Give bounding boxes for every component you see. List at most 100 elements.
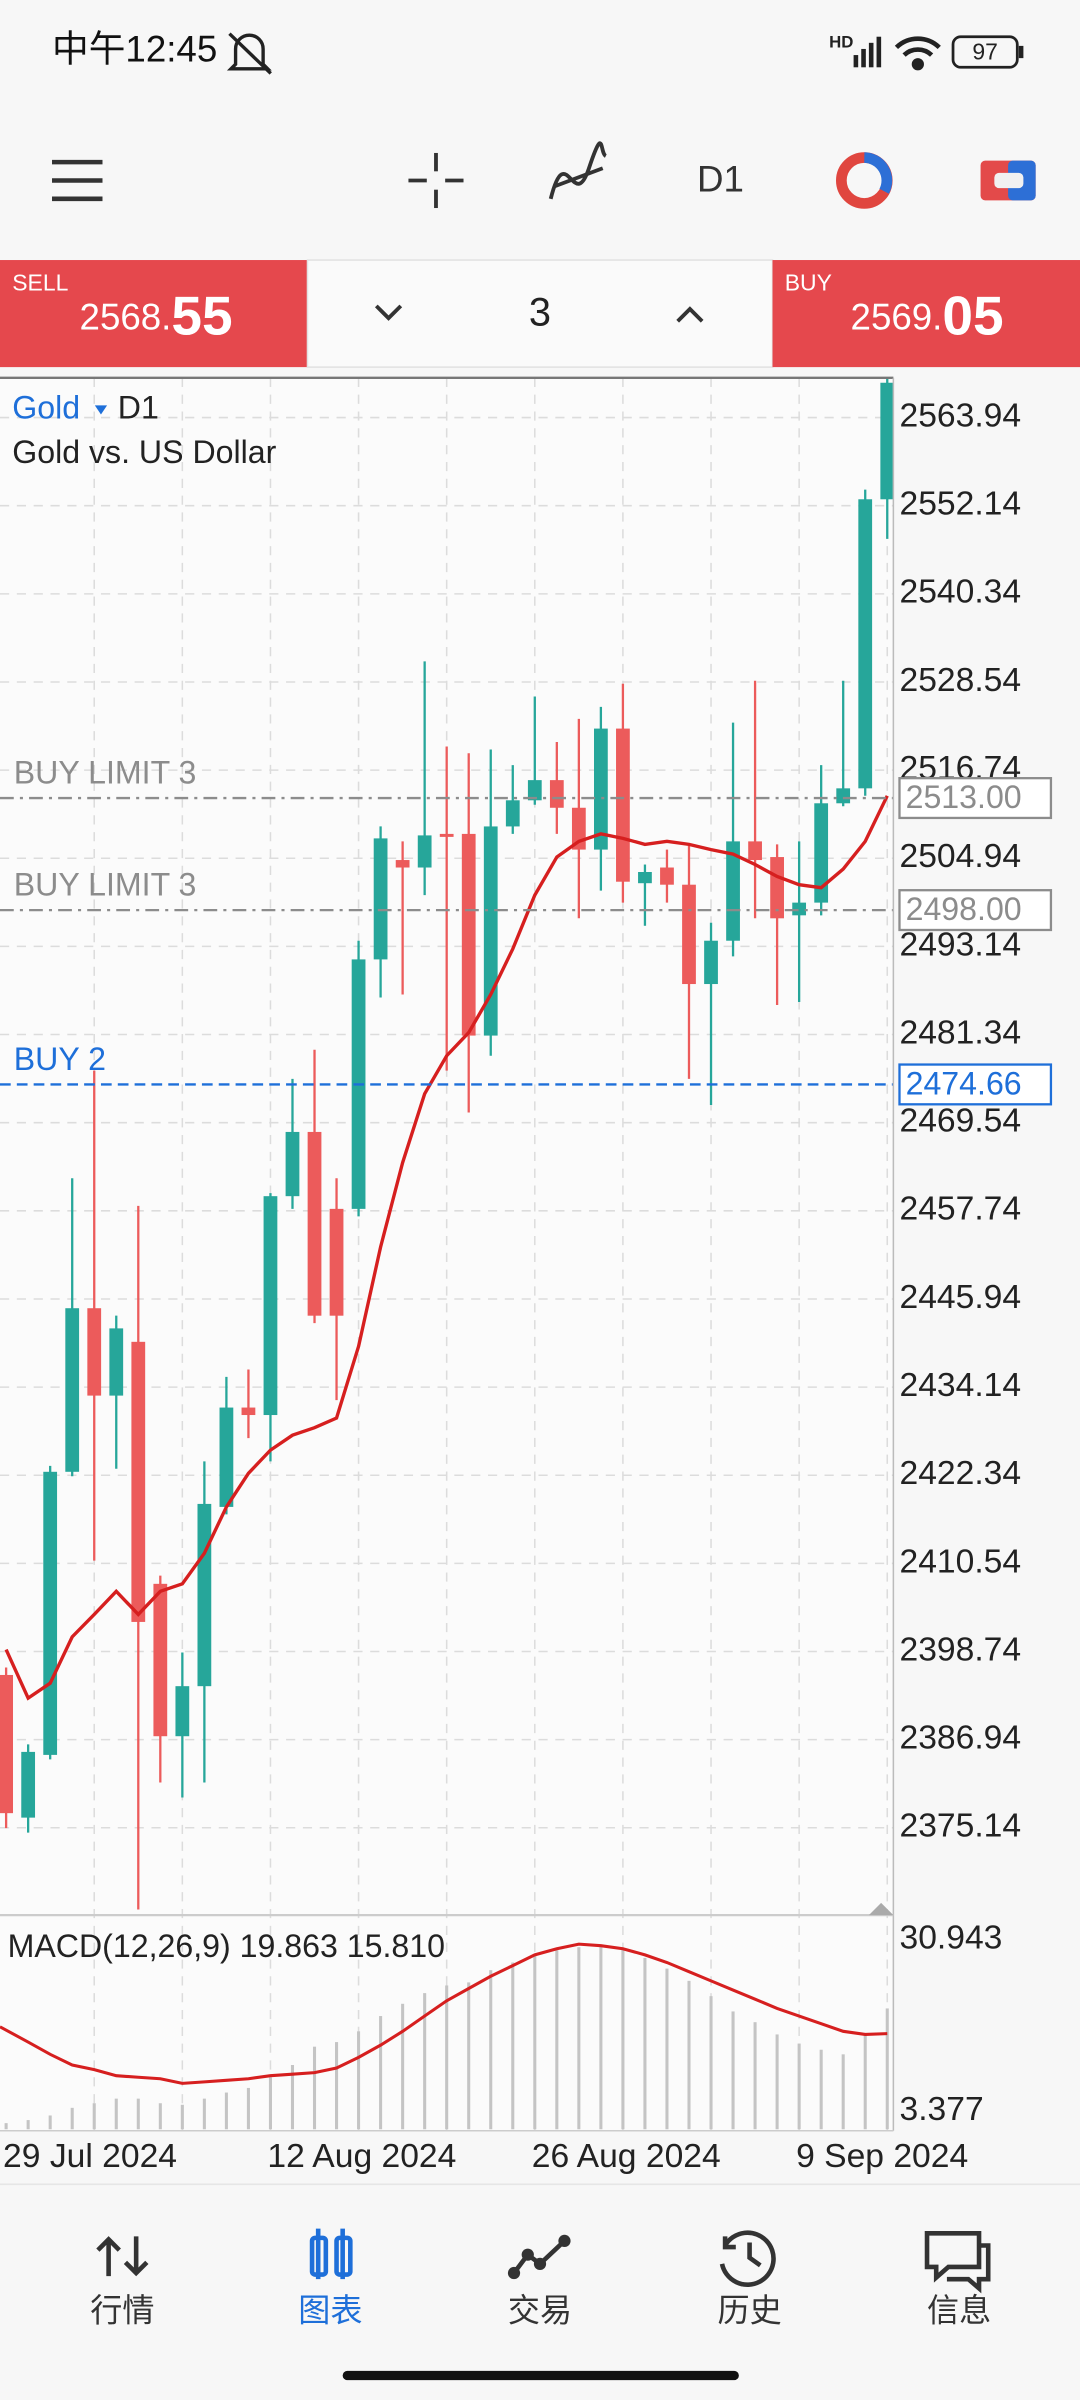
nav-item[interactable]: 交易 — [507, 2234, 572, 2328]
symbol[interactable]: Gold — [12, 389, 80, 425]
y-tick-label: 2469.54 — [899, 1103, 1021, 1140]
macd-bar — [48, 2115, 52, 2130]
nav-item[interactable]: 历史 — [717, 2230, 782, 2329]
order-price-box — [898, 1063, 1053, 1106]
symbol-dropdown[interactable] — [94, 405, 108, 415]
macd-bar — [797, 2043, 801, 2130]
order-price: 2513.00 — [906, 779, 1022, 815]
network-type: HD — [829, 32, 853, 51]
candle-body — [439, 833, 454, 837]
y-tick-label: 2445.94 — [899, 1279, 1021, 1316]
wifi-icon — [894, 36, 941, 71]
candle-body — [285, 1131, 300, 1197]
order-price: 2498.00 — [906, 891, 1022, 927]
y-tick-label: 2540.34 — [899, 574, 1021, 611]
candle-body — [241, 1407, 256, 1416]
status-time: 中午12:45 — [52, 29, 217, 70]
macd-bar — [4, 2123, 8, 2130]
macd-bar — [114, 2098, 118, 2130]
color-scheme-button[interactable] — [836, 152, 893, 209]
macd-bar — [335, 2042, 339, 2130]
candle-body — [373, 838, 388, 960]
nav-icon — [719, 2230, 776, 2287]
macd-bar — [643, 1957, 647, 2130]
buy-button[interactable] — [772, 260, 1080, 368]
candle-body — [660, 867, 674, 885]
nav-icon-dot — [533, 2257, 547, 2270]
candle-body — [505, 800, 520, 827]
y-tick-label: 2410.54 — [899, 1543, 1021, 1580]
buy-label: BUY — [785, 270, 832, 296]
candle-body — [153, 1583, 168, 1737]
indicator-button[interactable] — [548, 141, 608, 200]
order-price-box — [898, 777, 1053, 820]
candle-body — [638, 871, 652, 884]
crosshair-button[interactable] — [408, 152, 464, 209]
wifi-dot — [911, 58, 924, 71]
bottom-nav: 行情 图表 交易 历史 信息 — [90, 2228, 991, 2329]
nav-item[interactable]: 行情 — [90, 2236, 154, 2328]
labels: 2563.942552.142540.342528.542516.742504.… — [3, 397, 1053, 2175]
macd-bar — [202, 2098, 206, 2130]
shift-marker — [868, 1902, 894, 1916]
slash — [228, 32, 272, 75]
candle-body — [197, 1503, 212, 1687]
nav-label: 交易 — [508, 2292, 572, 2328]
volume-down[interactable] — [374, 304, 403, 321]
volume-up[interactable] — [676, 306, 704, 323]
macd-bar — [290, 2065, 295, 2130]
macd-bar — [489, 1970, 493, 2130]
nav-label: 行情 — [90, 2292, 154, 2328]
candle-body — [0, 1674, 14, 1814]
y-tick-label: 2375.14 — [899, 1808, 1021, 1845]
candle-body — [461, 833, 476, 1036]
trade-button[interactable] — [980, 160, 1036, 201]
x-tick-label: 26 Aug 2024 — [532, 2138, 721, 2175]
nav-item[interactable]: 图表 — [298, 2228, 363, 2329]
macd-bar — [731, 2011, 735, 2130]
symbol-description: Gold vs. US Dollar — [12, 434, 276, 470]
macd-title: MACD(12,26,9) 19.863 15.810 — [8, 1928, 445, 1964]
sell-price: 2568.55 — [80, 284, 233, 346]
sell-button[interactable] — [0, 260, 308, 368]
macd-bar — [599, 1945, 603, 2130]
macd-bar — [379, 2016, 383, 2130]
macd-signal-line — [0, 1942, 888, 2085]
candle-body — [109, 1328, 124, 1396]
y-tick-label: 2563.94 — [899, 397, 1021, 434]
macd-bar — [753, 2022, 757, 2130]
macd-bar — [863, 2034, 867, 2130]
candle-body — [483, 826, 498, 1036]
macd-bar — [709, 1996, 713, 2130]
signal-bar — [876, 36, 882, 68]
macd-bar — [180, 2104, 184, 2130]
macd-bar — [70, 2107, 74, 2130]
y-tick-label: 2457.74 — [899, 1191, 1021, 1228]
x-tick-label: 9 Sep 2024 — [796, 2138, 968, 2175]
candle-body — [65, 1308, 80, 1472]
macd-bar — [885, 2008, 889, 2130]
wifi-arc — [902, 47, 934, 57]
volume[interactable]: 3 — [529, 291, 551, 335]
plot — [0, 379, 894, 2130]
buy-price-main: 2569. — [851, 296, 943, 337]
bell — [226, 33, 272, 71]
y-tick-label: 2481.34 — [899, 1014, 1021, 1051]
macd-bar — [577, 1947, 581, 2130]
menu-button[interactable] — [52, 159, 103, 202]
macd-bar — [158, 2103, 162, 2130]
nav-label: 图表 — [298, 2292, 362, 2328]
order-label: BUY LIMIT 3 — [14, 867, 197, 903]
y-tick-label: 2434.14 — [899, 1367, 1021, 1404]
timeframe-button[interactable]: D1 — [697, 159, 744, 200]
macd-bar — [511, 1962, 515, 2130]
y-tick-label: 2493.14 — [899, 926, 1021, 963]
nav-item[interactable]: 信息 — [924, 2230, 991, 2328]
macd-bar — [401, 2003, 405, 2130]
candle-body — [263, 1196, 278, 1416]
macd-bar — [621, 1948, 625, 2130]
signal-bar — [868, 42, 874, 68]
sell-price-main: 2568. — [80, 296, 172, 337]
candle-body — [131, 1341, 146, 1622]
